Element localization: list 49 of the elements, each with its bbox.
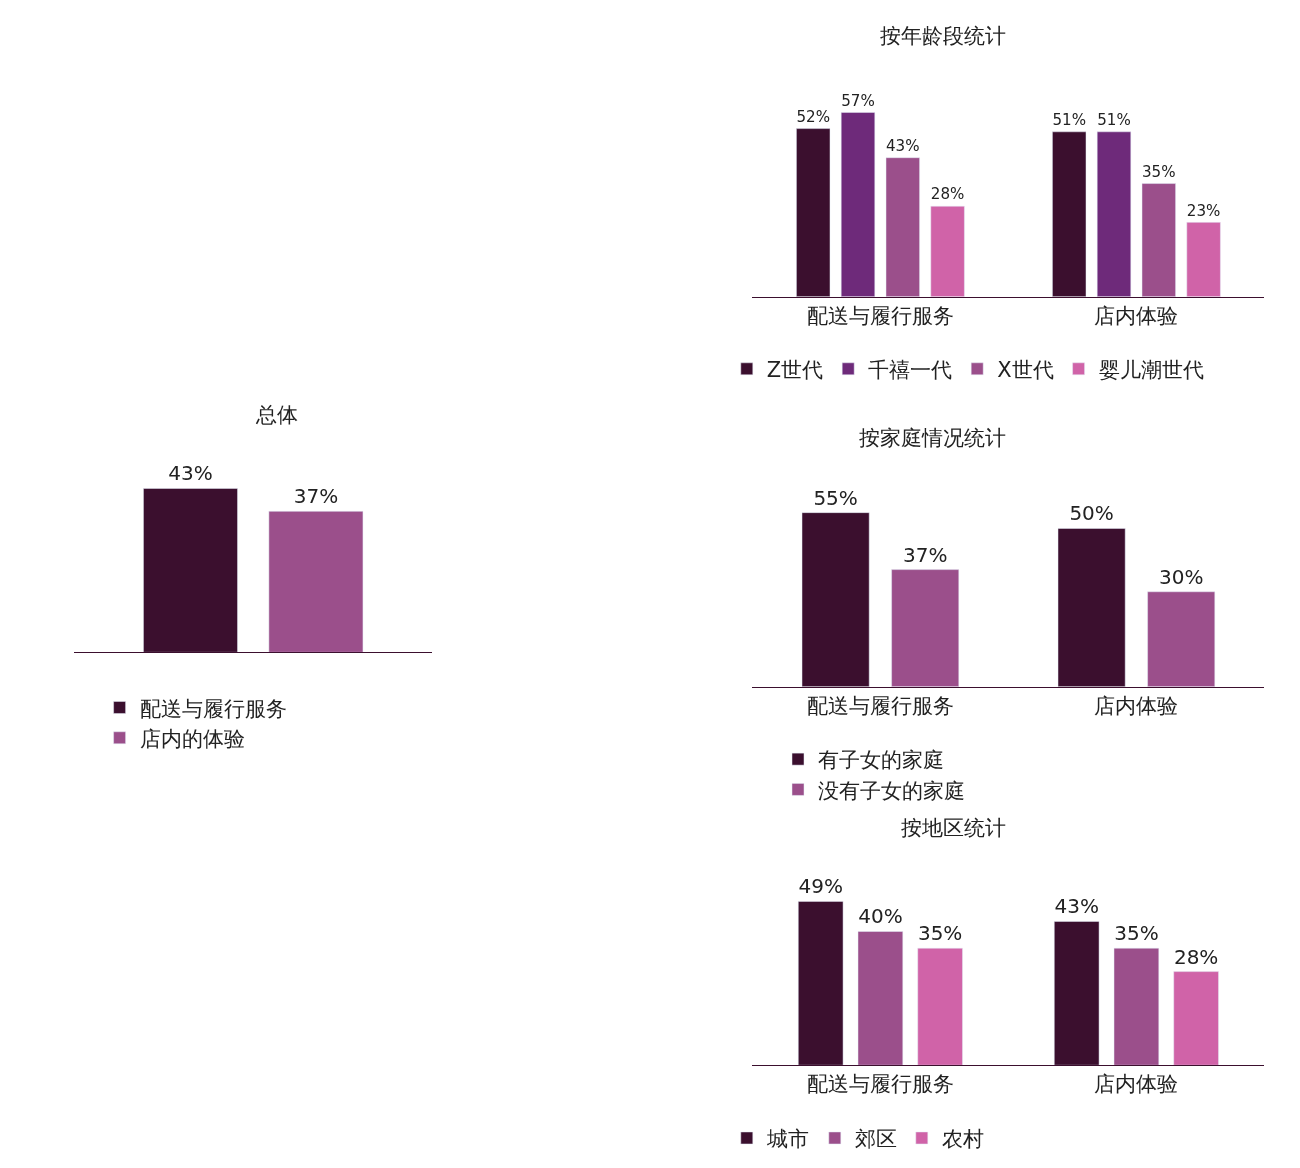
x-tick-label: 店内体验: [1094, 303, 1179, 328]
data-label: 50%: [1069, 501, 1114, 526]
data-label: 28%: [930, 185, 965, 204]
data-label: 35%: [1114, 921, 1159, 946]
bar: [930, 205, 965, 297]
bar: [885, 157, 920, 297]
legend-label: Z世代: [766, 358, 824, 382]
bar: [1147, 591, 1216, 687]
data-label: 30%: [1158, 564, 1204, 589]
data-label: 37%: [902, 542, 948, 567]
data-label: 57%: [841, 91, 875, 110]
data-label: 43%: [886, 136, 920, 155]
legend-label: 郊区: [854, 1127, 897, 1152]
data-label: 35%: [1142, 162, 1176, 181]
data-label: 43%: [1054, 894, 1099, 919]
bar: [857, 931, 904, 1066]
data-label: 55%: [813, 485, 858, 510]
legend-label: 城市: [765, 1127, 809, 1152]
bar: [917, 947, 963, 1066]
chart-title: 按家庭情况统计: [859, 426, 1006, 450]
legend-label: X世代: [997, 358, 1054, 382]
data-label: 23%: [1186, 201, 1221, 220]
bar: [1113, 947, 1160, 1066]
data-label: 51%: [1097, 111, 1131, 130]
chart-title: 总体: [255, 403, 298, 427]
legend-label: 婴儿潮世代: [1098, 358, 1204, 382]
data-label: 49%: [798, 874, 843, 899]
data-label: 40%: [858, 904, 903, 929]
data-label: 37%: [293, 484, 339, 509]
legend-label: 有子女的家庭: [818, 748, 944, 773]
legend-label: 店内的体验: [139, 726, 245, 751]
bar: [1186, 222, 1221, 297]
bar: [1096, 131, 1132, 297]
bar: [891, 569, 960, 687]
bar: [840, 112, 876, 297]
chart-title: 按地区统计: [901, 816, 1006, 840]
data-label: 35%: [917, 921, 963, 946]
legend-label: 没有子女的家庭: [818, 778, 965, 803]
data-label: 51%: [1052, 111, 1086, 130]
legend-label: 农村: [941, 1127, 984, 1152]
data-label: 28%: [1173, 944, 1219, 969]
x-tick-label: 店内体验: [1094, 1072, 1179, 1097]
x-tick-label: 店内体验: [1094, 693, 1179, 718]
bar: [1173, 971, 1219, 1066]
legend-label: 千禧一代: [868, 358, 953, 382]
bar: [1141, 183, 1176, 297]
chart-title: 按年龄段统计: [880, 24, 1006, 48]
data-label: 43%: [168, 461, 213, 486]
data-label: 52%: [796, 107, 830, 126]
